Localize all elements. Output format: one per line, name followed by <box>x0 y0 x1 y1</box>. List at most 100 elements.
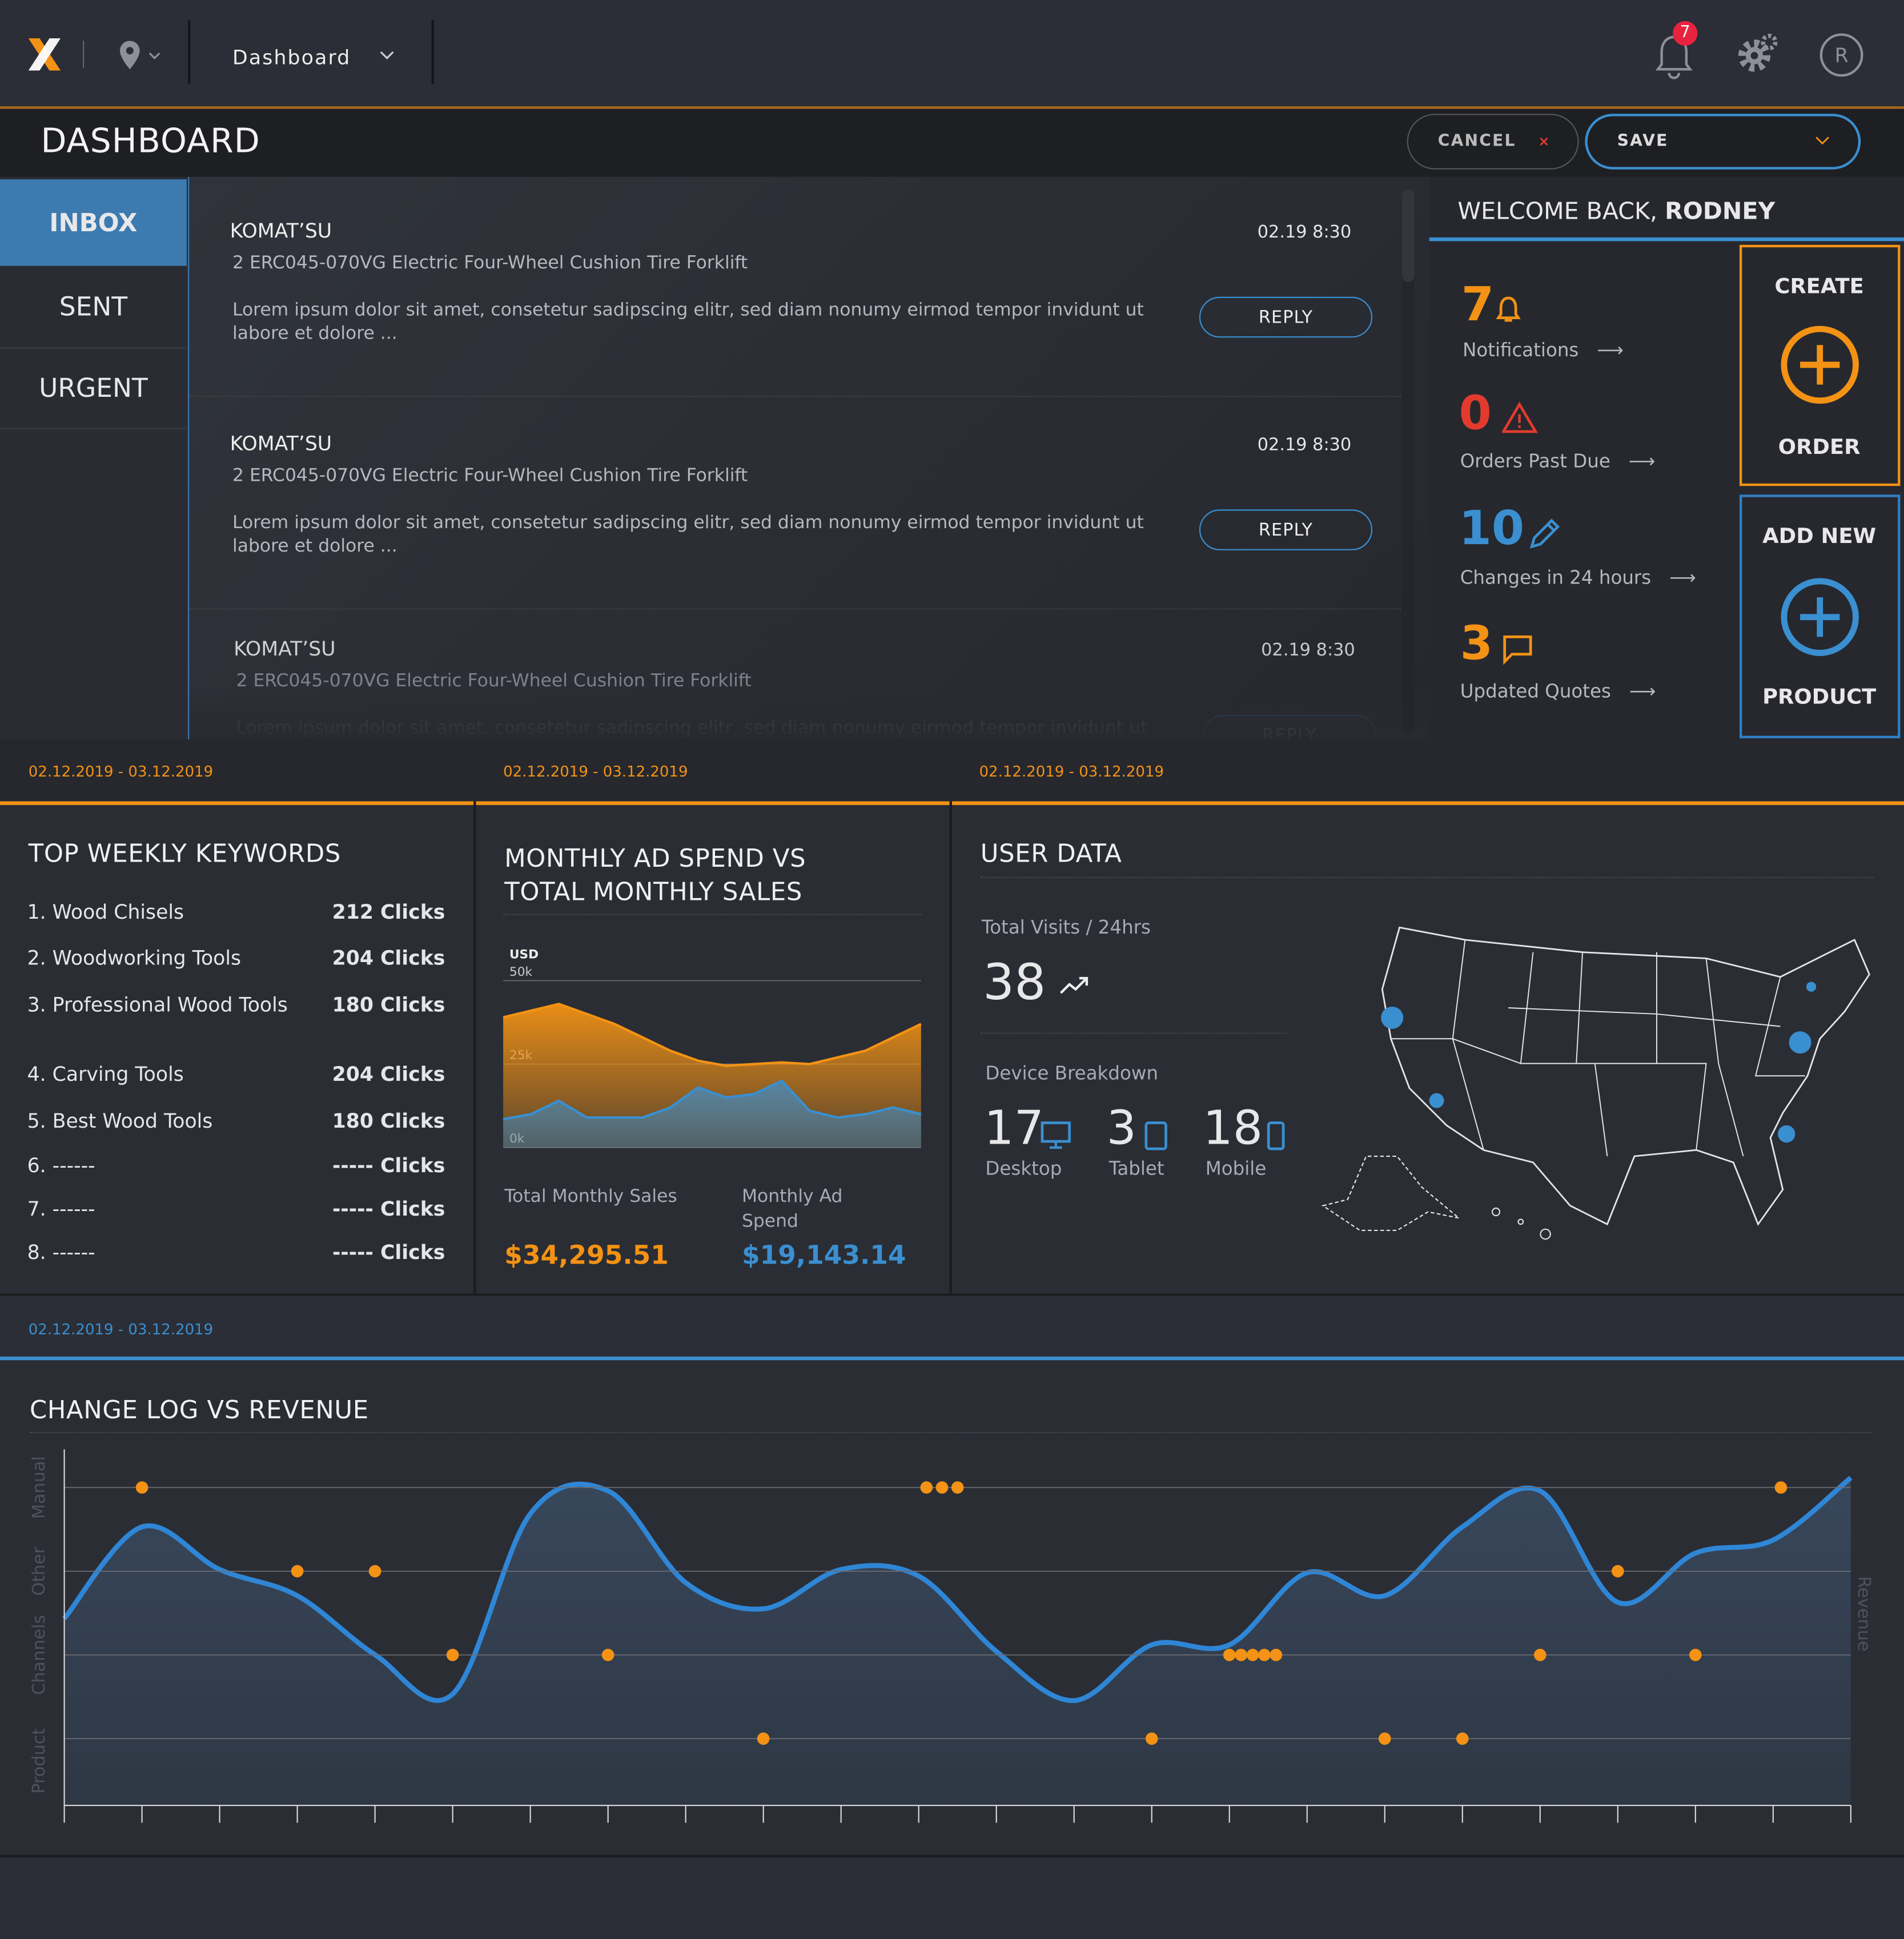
date-strip <box>0 1296 1904 1358</box>
stat-label[interactable]: Orders Past Due ⟶ <box>1460 450 1656 472</box>
message[interactable]: KOMAT’SU 02.19 8:30 2 ERC045-070VG Elect… <box>189 204 1395 414</box>
body: Lorem ipsum dolor sit amet, consetetur s… <box>232 300 1144 344</box>
divider <box>980 876 1873 878</box>
bell-icon <box>1496 296 1521 322</box>
revenue-area <box>64 1478 1851 1806</box>
spend-label: Monthly Ad Spend <box>741 1187 843 1232</box>
message-list: KOMAT’SU 02.19 8:30 2 ERC045-070VG Elect… <box>188 176 1429 740</box>
subtitle: 2 ERC045-070VG Electric Four-Wheel Cushi… <box>232 466 748 486</box>
clicks: ----- Clicks <box>332 1153 445 1177</box>
welcome-heading: WELCOME BACK, RODNEY <box>1457 198 1775 226</box>
create-order-button[interactable]: CREATE ORDER <box>1740 244 1901 486</box>
event-dot <box>920 1481 933 1494</box>
divider <box>431 19 434 85</box>
message[interactable]: KOMAT’SU 02.19 8:30 2 ERC045-070VG Elect… <box>189 417 1395 627</box>
action-top: CREATE <box>1774 274 1864 300</box>
y2-label: Revenue <box>1854 1576 1874 1651</box>
sender: KOMAT’SU <box>234 637 336 661</box>
clicks: 180 Clicks <box>332 993 445 1017</box>
tab-urgent[interactable]: URGENT <box>0 349 187 429</box>
date: 02.19 8:30 <box>1261 640 1355 661</box>
accent-line <box>0 1356 1904 1361</box>
tab-inbox[interactable]: INBOX <box>0 179 187 266</box>
action-bottom: ORDER <box>1778 435 1861 460</box>
arrow: ⟶ <box>1669 566 1696 589</box>
stat-label[interactable]: Changes in 24 hours ⟶ <box>1460 566 1696 589</box>
mobile-icon <box>1267 1121 1285 1150</box>
event-dot <box>1774 1481 1787 1494</box>
revenue-line <box>62 1475 1853 1703</box>
divider <box>83 41 85 69</box>
arrow: ⟶ <box>1629 680 1656 703</box>
accent-line <box>0 801 474 805</box>
event-dot <box>1611 1565 1624 1578</box>
scrollbar[interactable] <box>1401 189 1415 734</box>
nav-dropdown[interactable]: Dashboard <box>232 46 351 70</box>
chevron <box>380 51 394 60</box>
clicks: 180 Clicks <box>332 1109 445 1133</box>
keyword: 5. Best Wood Tools <box>27 1109 213 1133</box>
stat-value: 3 <box>1460 616 1493 670</box>
date-strip <box>0 739 1904 802</box>
sales-label: Total Monthly Sales <box>504 1187 677 1207</box>
event-dot <box>1270 1648 1283 1662</box>
keyword: 6. ------ <box>27 1153 95 1177</box>
area-line <box>503 1079 922 1121</box>
date-range: 02.12.2019 - 03.12.2019 <box>28 763 214 781</box>
event-dot <box>1145 1732 1158 1745</box>
stat-text: Notifications <box>1463 339 1579 361</box>
stat-text: Orders Past Due <box>1460 450 1610 473</box>
divider <box>949 739 952 1296</box>
scroll-thumb[interactable] <box>1401 189 1415 282</box>
stat-value: 0 <box>1459 385 1492 441</box>
y-category-label: Channels <box>29 1615 49 1695</box>
event-dot <box>1258 1648 1271 1662</box>
date: 02.19 8:30 <box>1257 222 1352 243</box>
save-chevron[interactable] <box>1815 136 1830 146</box>
event-dot <box>1223 1648 1236 1662</box>
divider <box>980 1032 1287 1034</box>
body: Lorem ipsum dolor sit amet, consetetur s… <box>232 513 1144 557</box>
divider <box>189 396 1401 397</box>
sender: KOMAT’SU <box>230 431 332 456</box>
location-menu[interactable] <box>117 39 166 71</box>
cancel-label: CANCEL <box>1437 132 1516 151</box>
event-dot <box>951 1481 964 1494</box>
y-category-label: Other <box>29 1546 49 1596</box>
trend-icon <box>1059 976 1088 994</box>
device-value: 17 <box>984 1100 1044 1155</box>
desktop-icon <box>1041 1121 1071 1149</box>
tab-sent[interactable]: SENT <box>0 266 187 349</box>
logo[interactable] <box>25 35 64 74</box>
device-label: Device Breakdown <box>985 1062 1159 1085</box>
settings-icon[interactable] <box>1734 31 1779 75</box>
divider <box>503 914 921 915</box>
event-dot <box>1456 1732 1469 1745</box>
reply-button[interactable]: REPLY <box>1199 296 1373 338</box>
clicks: 204 Clicks <box>332 946 445 969</box>
event-dot <box>757 1732 770 1745</box>
reply-button[interactable]: REPLY <box>1199 509 1373 550</box>
welcome-panel <box>1429 176 1904 740</box>
sales-value: $34,295.51 <box>504 1240 669 1270</box>
event-dot <box>1533 1648 1547 1662</box>
event-dot <box>135 1481 148 1494</box>
event-dot <box>1378 1732 1391 1745</box>
avatar[interactable]: R <box>1819 33 1863 77</box>
stat-text: Updated Quotes <box>1460 680 1611 703</box>
y-tick-label: 50k <box>509 965 533 979</box>
add-product-button[interactable]: ADD NEW PRODUCT <box>1740 494 1901 738</box>
cancel-button[interactable]: CANCEL × <box>1407 114 1579 170</box>
keyword: 8. ------ <box>27 1240 95 1264</box>
accent-line <box>1429 237 1904 242</box>
spend-value: $19,143.14 <box>741 1240 906 1270</box>
action-top: ADD NEW <box>1762 524 1877 549</box>
stat-label[interactable]: Updated Quotes ⟶ <box>1460 680 1656 702</box>
area-line <box>503 1003 922 1067</box>
cancel-x: × <box>1538 133 1551 150</box>
save-button[interactable]: SAVE <box>1585 114 1861 170</box>
arrow: ⟶ <box>1597 339 1624 361</box>
stat-label[interactable]: Notifications ⟶ <box>1463 339 1624 361</box>
